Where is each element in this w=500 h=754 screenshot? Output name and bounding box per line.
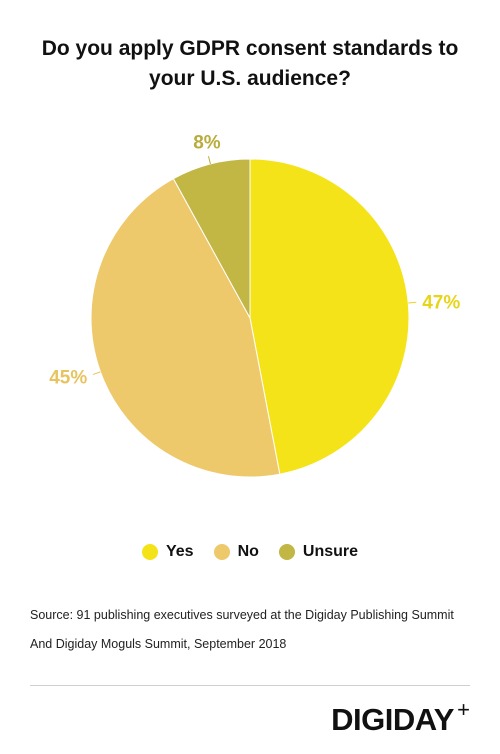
legend-label-no: No <box>237 543 259 560</box>
legend-swatch-no <box>213 544 230 560</box>
legend-label-unsure: Unsure <box>302 543 359 560</box>
legend-item-no: No <box>213 543 259 561</box>
logo-text: DIGIDAY <box>331 702 454 737</box>
pie-chart: 47% 45% 8% <box>49 132 460 478</box>
leader-line-no <box>92 371 101 376</box>
legend-swatch-yes <box>141 544 158 560</box>
data-label-no: 45% <box>49 368 87 389</box>
legend-label-yes: Yes <box>165 543 194 560</box>
divider <box>30 685 470 686</box>
leader-line-yes <box>408 301 417 304</box>
data-label-yes: 47% <box>422 293 460 314</box>
legend: Yes No Unsure <box>0 543 500 561</box>
plus-icon: + <box>457 697 470 722</box>
pie-slice-no <box>90 177 281 478</box>
pie-slice-yes <box>249 158 410 475</box>
leader-line-unsure <box>207 156 211 165</box>
data-label-unsure: 8% <box>193 132 221 153</box>
legend-item-unsure: Unsure <box>278 543 359 561</box>
chart-title: Do you apply GDPR consent standards to y… <box>41 37 459 90</box>
source-note: Source: 91 publishing executives surveye… <box>30 608 454 651</box>
legend-item-yes: Yes <box>141 543 194 561</box>
legend-swatch-unsure <box>278 544 295 560</box>
